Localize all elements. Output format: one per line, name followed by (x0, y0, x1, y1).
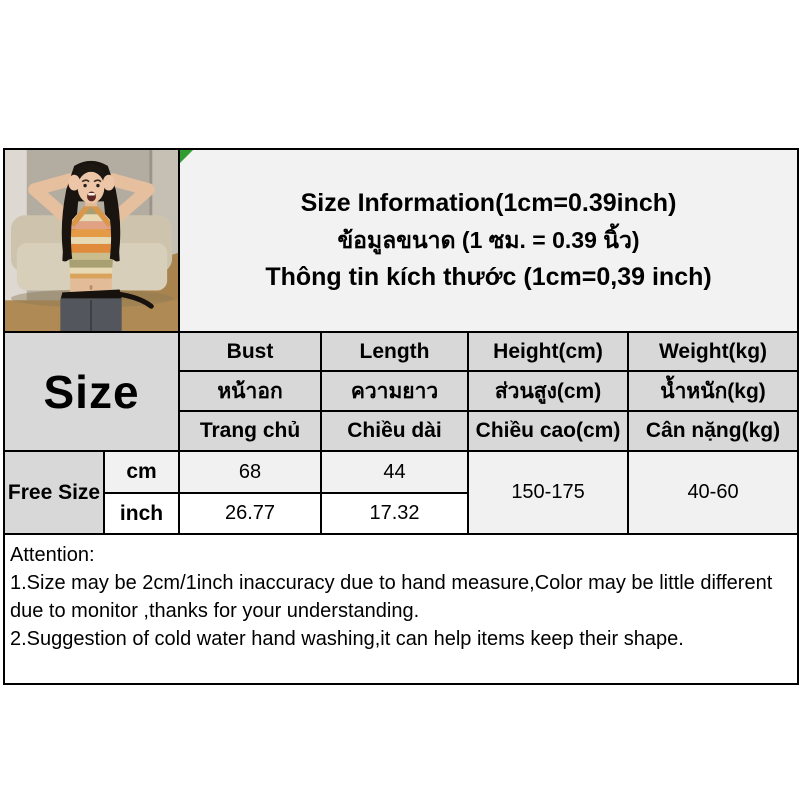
header-bust-vi: Trang chủ (178, 410, 323, 452)
green-corner-marker-icon (181, 151, 194, 163)
bust-value-cm: 68 (178, 450, 323, 494)
title-vietnamese: Thông tin kích thước (1cm=0,39 inch) (265, 263, 712, 291)
header-height-en: Height(cm) (467, 331, 630, 372)
attention-item-1: 1.Size may be 2cm/1inch inaccuracy due t… (10, 572, 773, 622)
attention-item-2: 2.Suggestion of cold water hand washing,… (10, 628, 684, 650)
product-model-photo (2, 148, 181, 333)
free-size-row-label: Free Size (3, 450, 105, 535)
length-value-inch: 17.32 (320, 492, 470, 535)
height-range-value: 150-175 (467, 450, 630, 535)
header-bust-en: Bust (178, 331, 323, 372)
size-label-cell: Size (2, 331, 181, 452)
unit-cm-label: cm (102, 450, 181, 494)
header-length-vi: Chiều dài (320, 410, 470, 452)
weight-range-value: 40-60 (627, 450, 800, 535)
title-english: Size Information(1cm=0.39inch) (300, 189, 677, 217)
unit-inch-label: inch (102, 492, 181, 535)
header-weight-en: Weight(kg) (627, 331, 800, 372)
header-length-th: ความยาว (320, 370, 470, 412)
length-value-cm: 44 (320, 450, 470, 494)
bust-value-inch: 26.77 (178, 492, 323, 535)
header-height-th: ส่วนสูง(cm) (467, 370, 630, 412)
size-chart-sheet: Size Information(1cm=0.39inch) ข้อมูลขนา… (2, 148, 800, 685)
header-weight-th: น้ำหนัก(kg) (627, 370, 800, 412)
header-weight-vi: Cân nặng(kg) (627, 410, 800, 452)
title-thai: ข้อมูลขนาด (1 ซม. = 0.39 นิ้ว) (337, 227, 640, 253)
size-chart-table: Size Information(1cm=0.39inch) ข้อมูลขนา… (2, 148, 800, 685)
model-photo-illustration (6, 151, 178, 330)
header-height-vi: Chiều cao(cm) (467, 410, 630, 452)
attention-note-cell: Attention: 1.Size may be 2cm/1inch inacc… (2, 533, 800, 685)
attention-title: Attention: (10, 544, 95, 566)
header-bust-th: หน้าอก (178, 370, 323, 412)
header-length-en: Length (320, 331, 470, 372)
size-information-title-cell: Size Information(1cm=0.39inch) ข้อมูลขนา… (178, 148, 800, 333)
